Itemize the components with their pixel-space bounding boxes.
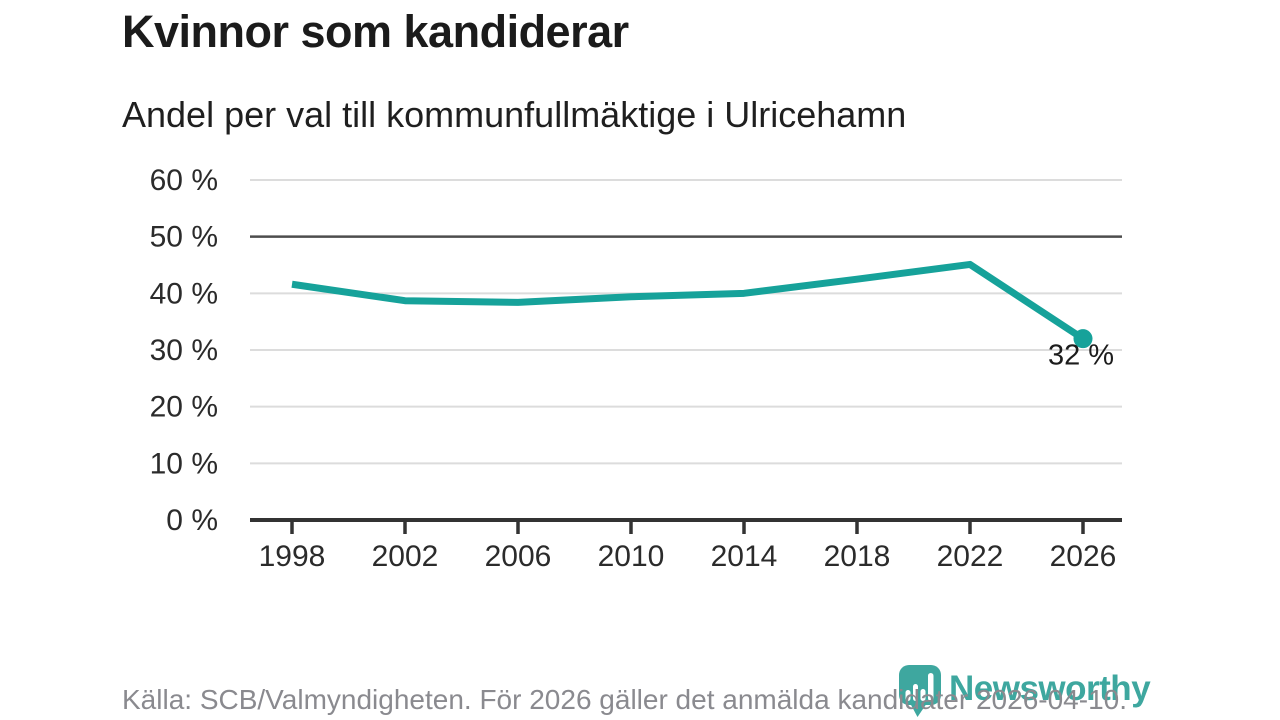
y-axis-tick-label: 10 % xyxy=(150,447,218,480)
x-axis-tick-label: 2006 xyxy=(485,540,552,573)
y-axis-tick-label: 0 % xyxy=(166,504,218,537)
x-axis-tick-label: 2002 xyxy=(372,540,439,573)
y-axis-tick-label: 20 % xyxy=(150,391,218,424)
x-axis-tick-label: 2010 xyxy=(598,540,665,573)
newsworthy-wordmark: Newsworthy xyxy=(949,669,1151,708)
source-note: Källa: SCB/Valmyndigheten. För 2026 gäll… xyxy=(122,684,1127,715)
data-line xyxy=(291,260,1085,342)
page-title: Kvinnor som kandiderar xyxy=(122,6,629,57)
x-axis-tick-label: 2026 xyxy=(1050,540,1117,573)
newsworthy-logo: Newsworthy xyxy=(898,664,1151,718)
end-point-marker xyxy=(1073,329,1093,349)
chart-subtitle: Andel per val till kommunfullmäktige i U… xyxy=(122,94,907,135)
y-axis-tick-label: 50 % xyxy=(150,221,218,254)
y-axis-tick-label: 60 % xyxy=(150,164,218,197)
y-axis-tick-label: 40 % xyxy=(150,277,218,310)
x-axis-tick-label: 2018 xyxy=(824,540,891,573)
x-axis-tick-label: 2022 xyxy=(937,540,1004,573)
y-axis-tick-label: 30 % xyxy=(150,334,218,367)
end-point-label: 32 % xyxy=(1048,340,1114,372)
newsworthy-pin-icon xyxy=(899,665,941,717)
x-axis-tick-label: 1998 xyxy=(259,540,326,573)
x-axis-tick-label: 2014 xyxy=(711,540,778,573)
